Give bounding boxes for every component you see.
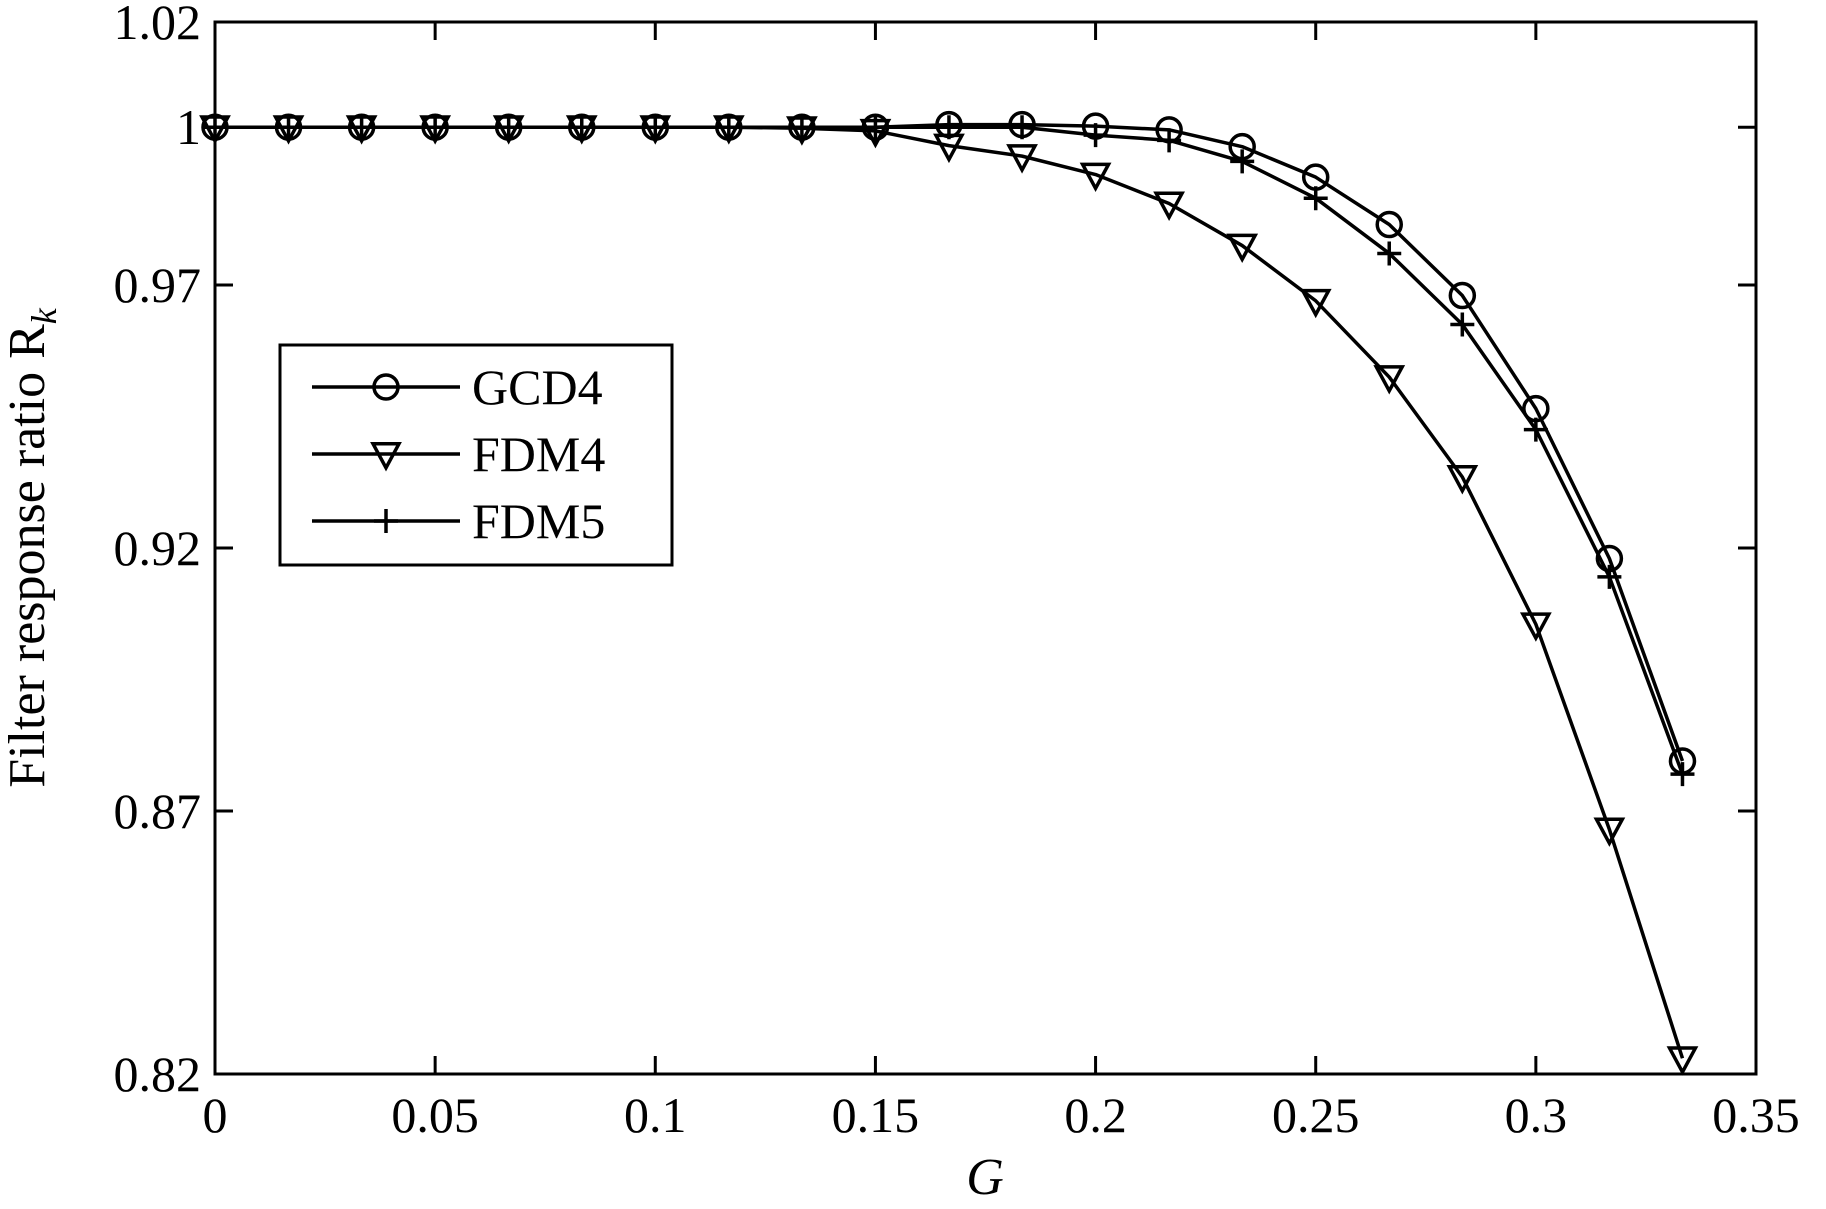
y-tick-label: 1 [176, 99, 201, 155]
data-point-fdm4 [1373, 365, 1406, 395]
legend-label-fdm4: FDM4 [472, 426, 605, 482]
data-point-fdm4 [1006, 144, 1038, 174]
data-point-fdm4 [1666, 1046, 1699, 1076]
data-point-fdm5 [569, 115, 594, 140]
legend-marker-fdm4 [370, 442, 402, 472]
data-point-fdm4 [1299, 288, 1332, 319]
data-point-fdm5 [643, 115, 668, 140]
data-point-fdm4 [1593, 817, 1626, 847]
legend-label-gcd4: GCD4 [472, 359, 603, 415]
data-point-fdm4 [1153, 191, 1185, 221]
data-point-fdm5 [1377, 241, 1402, 266]
data-point-fdm5 [1083, 123, 1108, 148]
data-point-fdm5 [1230, 149, 1255, 174]
x-tick-label: 0.05 [391, 1087, 479, 1143]
data-point-gcd4 [1375, 210, 1403, 239]
x-axis-label: G [966, 1149, 1004, 1204]
x-tick-label: 0.35 [1712, 1087, 1800, 1143]
legend-label-fdm5: FDM5 [472, 493, 605, 549]
legend-marker-gcd4 [372, 373, 400, 401]
data-point-fdm4 [1226, 233, 1259, 264]
x-tick-label: 0.25 [1272, 1087, 1360, 1143]
data-point-fdm5 [496, 115, 521, 140]
data-point-fdm5 [1523, 417, 1548, 442]
data-point-fdm4 [1079, 162, 1112, 193]
data-point-fdm4 [1446, 465, 1479, 495]
y-tick-label: 0.92 [114, 520, 202, 576]
data-point-fdm5 [423, 115, 448, 140]
data-point-gcd4 [1448, 281, 1477, 310]
y-axis-label: Filter response ratio Rk [0, 307, 64, 788]
x-tick-label: 0.2 [1064, 1087, 1127, 1143]
series-layer [199, 110, 1699, 1076]
y-tick-label: 0.82 [114, 1046, 202, 1102]
data-point-fdm5 [1303, 186, 1328, 211]
axes-layer: 0 0.05 0.1 0.15 0.2 0.25 0.3 0.35 0.82 0.87 0.92 0.… [114, 0, 1800, 1143]
data-point-fdm5 [1670, 762, 1695, 787]
data-point-fdm5 [349, 115, 374, 140]
x-tick-label: 0 [203, 1087, 228, 1143]
legend-marker-fdm5 [374, 509, 398, 533]
series-fdm5 [203, 115, 1695, 787]
data-point-fdm5 [716, 115, 741, 140]
y-tick-label: 0.87 [114, 783, 202, 839]
data-point-fdm5 [1450, 312, 1475, 337]
data-point-fdm5 [936, 115, 961, 140]
y-tick-label: 1.02 [114, 0, 202, 50]
data-point-fdm5 [863, 115, 888, 140]
data-point-fdm5 [1157, 128, 1182, 153]
legend: GCD4 FDM4 FDM5 [278, 343, 674, 567]
y-axis-label-main: Filter response ratio R [0, 324, 56, 788]
y-axis-label-subscript: k [24, 307, 64, 324]
data-point-fdm4 [1519, 612, 1552, 642]
x-tick-label: 0.1 [624, 1087, 687, 1143]
x-tick-label: 0.3 [1505, 1087, 1568, 1143]
y-tick-label: 0.97 [114, 257, 202, 313]
data-point-fdm5 [276, 115, 301, 140]
data-point-fdm5 [1010, 115, 1035, 140]
data-point-fdm5 [1597, 564, 1622, 589]
x-tick-label: 0.15 [832, 1087, 920, 1143]
data-point-fdm5 [789, 115, 814, 140]
